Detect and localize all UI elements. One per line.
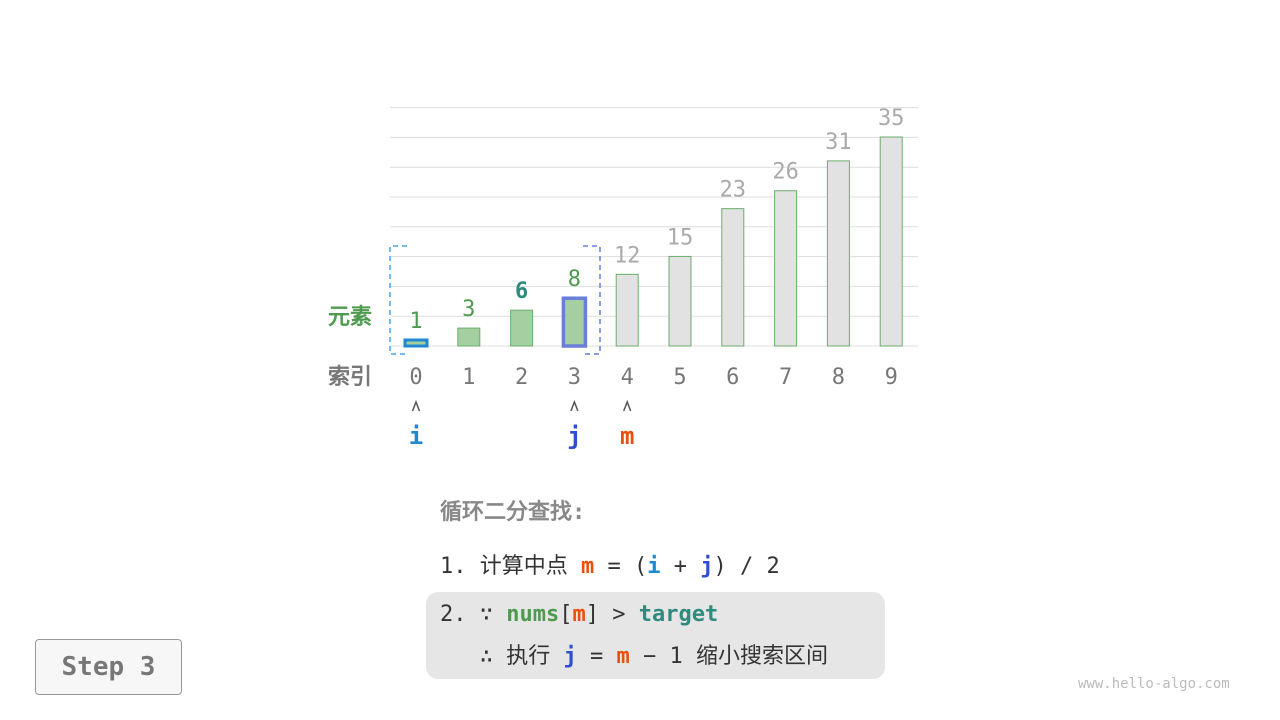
step-2-action: ∴ 执行 j = m − 1 缩小搜索区间 — [479, 644, 829, 669]
bar — [457, 327, 481, 347]
pointer-i: i — [409, 422, 423, 450]
elements-row-label: 元素 — [328, 304, 372, 330]
pointer-j: j — [567, 422, 581, 450]
index-label: 2 — [515, 365, 528, 390]
bar — [562, 297, 586, 347]
current-step-highlight — [426, 592, 885, 679]
watermark: www.hello-algo.com — [1078, 676, 1230, 692]
index-label: 0 — [409, 365, 422, 390]
value-label: 23 — [720, 178, 747, 203]
step-button[interactable]: Step 3 — [35, 639, 182, 695]
value-label: 12 — [614, 243, 641, 268]
bar — [510, 309, 534, 347]
pointer-i-highlight — [403, 338, 429, 348]
value-label: 8 — [568, 267, 581, 292]
step-1-line: 1. 计算中点 m = (i + j) / 2 — [440, 554, 780, 579]
index-label: 4 — [621, 365, 634, 390]
index-label: 9 — [885, 365, 898, 390]
pointer-arrow-icon — [623, 399, 632, 412]
section-title: 循环二分查找: — [440, 500, 586, 525]
bar — [721, 208, 745, 347]
bar — [879, 136, 903, 347]
bar — [774, 190, 798, 347]
step-2-condition: 2. ∵ nums[m] > target — [440, 602, 719, 627]
index-label: 1 — [462, 365, 475, 390]
value-label: 35 — [878, 106, 905, 131]
index-label: 3 — [568, 365, 581, 390]
value-label: 1 — [409, 309, 422, 334]
index-label: 5 — [673, 365, 686, 390]
pointer-j-highlight — [561, 296, 588, 348]
pointer-arrow-icon — [411, 399, 421, 412]
pointer-arrow-icon — [570, 399, 579, 412]
indices-row-label: 索引 — [328, 365, 372, 390]
value-label: 26 — [772, 160, 799, 185]
index-label: 7 — [779, 365, 792, 390]
value-label: 15 — [667, 225, 694, 250]
index-label: 6 — [726, 365, 739, 390]
bar — [668, 255, 692, 347]
value-label: 3 — [462, 297, 475, 322]
index-label: 8 — [832, 365, 845, 390]
range-left-bracket — [389, 245, 407, 355]
value-label: 31 — [825, 130, 852, 155]
bar — [826, 160, 850, 347]
pointer-m: m — [620, 422, 634, 450]
value-label: 6 — [515, 279, 528, 304]
bar — [615, 273, 639, 347]
